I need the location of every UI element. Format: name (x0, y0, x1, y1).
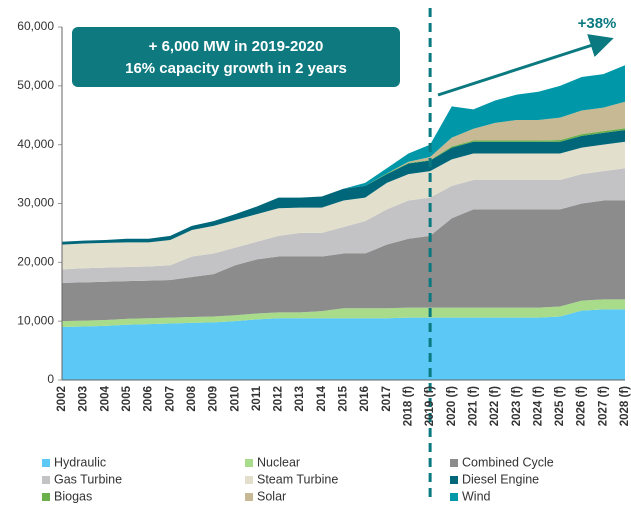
x-tick-label: 2017 (381, 386, 393, 412)
legend-swatch (42, 459, 50, 467)
y-tick-label: 30,000 (17, 196, 54, 210)
x-tick-label: 2024 (f) (532, 386, 544, 426)
legend-swatch (450, 493, 458, 501)
x-tick-label: 2026 (f) (576, 386, 588, 426)
callout-line: 16% capacity growth in 2 years (125, 60, 347, 77)
area-wind (62, 65, 625, 242)
x-tick-label: 2004 (99, 385, 111, 411)
legend-swatch (42, 493, 50, 501)
growth-arrow (437, 34, 614, 97)
legend-label: Steam Turbine (257, 472, 338, 486)
growth-label: +38% (578, 15, 617, 32)
y-tick-label: 20,000 (17, 255, 54, 269)
x-tick-label: 2027 (f) (597, 386, 609, 426)
y-tick-label: 40,000 (17, 137, 54, 151)
y-tick-label: 0 (47, 372, 54, 386)
x-tick-label: 2008 (186, 385, 198, 411)
y-tick-label: 10,000 (17, 313, 54, 327)
legend-swatch (245, 476, 253, 484)
x-tick-label: 2015 (338, 385, 350, 411)
legend-swatch (245, 493, 253, 501)
x-tick-label: 2007 (164, 386, 176, 412)
legend-label: Wind (462, 489, 491, 503)
x-tick-label: 2028 (f) (619, 386, 631, 426)
x-tick-label: 2023 (f) (511, 386, 523, 426)
x-tick-label: 2013 (294, 386, 306, 412)
x-tick-label: 2003 (78, 386, 90, 412)
callout-line: + 6,000 MW in 2019-2020 (149, 38, 324, 55)
area-gas-turbine (62, 168, 625, 283)
x-tick-label: 2011 (251, 385, 263, 411)
area-solar (62, 101, 625, 242)
x-tick-label: 2020 (f) (446, 386, 458, 426)
legend-label: Diesel Engine (462, 472, 539, 486)
area-diesel-engine (62, 129, 625, 245)
legend-label: Combined Cycle (462, 455, 554, 469)
legend-swatch (450, 459, 458, 467)
area-hydraulic (62, 309, 625, 380)
legend-label: Nuclear (257, 455, 300, 469)
legend-swatch (245, 459, 253, 467)
legend-label: Hydraulic (54, 455, 106, 469)
x-tick-label: 2016 (359, 386, 371, 412)
x-tick-label: 2010 (229, 386, 241, 412)
x-tick-label: 2005 (121, 385, 133, 411)
legend-swatch (450, 476, 458, 484)
x-tick-label: 2014 (316, 385, 328, 411)
x-tick-label: 2021 (f) (467, 386, 479, 426)
y-tick-label: 60,000 (17, 19, 54, 33)
legend-label: Solar (257, 489, 286, 503)
legend-swatch (42, 476, 50, 484)
x-tick-label: 2019 (f) (424, 386, 436, 426)
legend-label: Biogas (54, 489, 92, 503)
x-tick-label: 2025 (f) (554, 386, 566, 426)
x-tick-label: 2022 (f) (489, 386, 501, 426)
x-tick-label: 2009 (208, 386, 220, 412)
area-nuclear (62, 299, 625, 328)
x-tick-label: 2006 (143, 386, 155, 412)
x-tick-label: 2002 (56, 386, 68, 412)
legend-label: Gas Turbine (54, 472, 122, 486)
y-tick-label: 50,000 (17, 78, 54, 92)
x-tick-label: 2012 (273, 386, 285, 412)
callout-box (72, 27, 400, 87)
x-tick-label: 2018 (f) (402, 386, 414, 426)
area-steam-turbine (62, 141, 625, 270)
area-combined-cycle (62, 200, 625, 322)
